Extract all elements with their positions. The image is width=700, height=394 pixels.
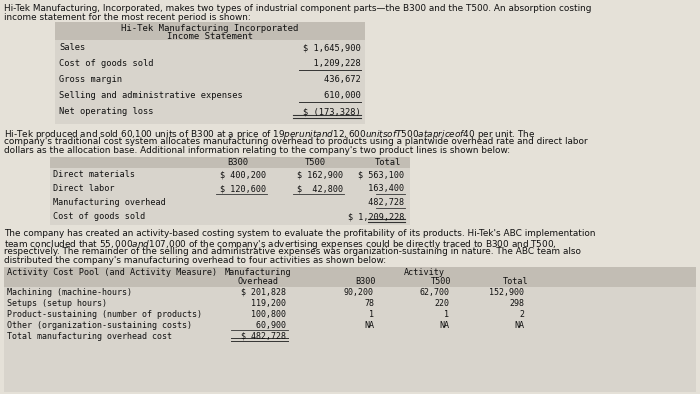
- Text: Selling and administrative expenses: Selling and administrative expenses: [59, 91, 243, 100]
- Text: Activity Cost Pool (and Activity Measure): Activity Cost Pool (and Activity Measure…: [7, 268, 217, 277]
- Text: Total: Total: [375, 158, 401, 167]
- Text: Manufacturing: Manufacturing: [225, 268, 291, 277]
- Text: $ 1,645,900: $ 1,645,900: [303, 43, 361, 52]
- Text: dollars as the allocation base. Additional information relating to the company's: dollars as the allocation base. Addition…: [4, 146, 510, 155]
- Text: Activity: Activity: [403, 268, 444, 277]
- Text: 90,200: 90,200: [344, 288, 374, 297]
- Text: Overhead: Overhead: [237, 277, 279, 286]
- Text: Hi-Tek Manufacturing Incorporated: Hi-Tek Manufacturing Incorporated: [121, 24, 299, 33]
- Text: Product-sustaining (number of products): Product-sustaining (number of products): [7, 310, 202, 319]
- Text: 119,200: 119,200: [241, 299, 286, 308]
- Text: $ 482,728: $ 482,728: [241, 332, 286, 341]
- Bar: [4, 267, 696, 392]
- Text: 60,900: 60,900: [241, 321, 286, 330]
- Text: Direct labor: Direct labor: [53, 184, 115, 193]
- Text: 436,672: 436,672: [303, 75, 361, 84]
- Text: Cost of goods sold: Cost of goods sold: [59, 59, 153, 68]
- Text: 610,000: 610,000: [303, 91, 361, 100]
- Text: B300: B300: [228, 158, 248, 167]
- Text: Hi-Tek Manufacturing, Incorporated, makes two types of industrial component part: Hi-Tek Manufacturing, Incorporated, make…: [4, 4, 592, 13]
- Text: team concluded that $55,000 and $107,000 of the company's advertising expenses c: team concluded that $55,000 and $107,000…: [4, 238, 557, 251]
- Text: distributed the company's manufacturing overhead to four activities as shown bel: distributed the company's manufacturing …: [4, 256, 386, 265]
- Text: $ 1,209,228: $ 1,209,228: [348, 212, 404, 221]
- Text: Gross margin: Gross margin: [59, 75, 122, 84]
- Text: 1,209,228: 1,209,228: [303, 59, 361, 68]
- Text: 220: 220: [434, 299, 449, 308]
- Text: $ 120,600: $ 120,600: [220, 184, 266, 193]
- Text: T500: T500: [304, 158, 326, 167]
- Text: respectively. The remainder of the selling and administrative expenses was organ: respectively. The remainder of the selli…: [4, 247, 581, 256]
- Text: Hi-Tek produced and sold 60,100 units of B300 at a price of $19 per unit and 12,: Hi-Tek produced and sold 60,100 units of…: [4, 128, 536, 141]
- Bar: [50, 157, 410, 225]
- Text: $  42,800: $ 42,800: [297, 184, 343, 193]
- Text: 62,700: 62,700: [419, 288, 449, 297]
- Text: 298: 298: [509, 299, 524, 308]
- Text: T500: T500: [430, 277, 452, 286]
- Text: Other (organization-sustaining costs): Other (organization-sustaining costs): [7, 321, 192, 330]
- Text: 100,800: 100,800: [241, 310, 286, 319]
- Text: $ 563,100: $ 563,100: [358, 170, 404, 179]
- Text: $ 162,900: $ 162,900: [297, 170, 343, 179]
- Text: B300: B300: [356, 277, 377, 286]
- Text: NA: NA: [514, 321, 524, 330]
- Text: 1: 1: [444, 310, 449, 319]
- Text: Net operating loss: Net operating loss: [59, 107, 153, 116]
- Text: $ 201,828: $ 201,828: [241, 288, 286, 297]
- Text: Machining (machine-hours): Machining (machine-hours): [7, 288, 132, 297]
- Text: Cost of goods sold: Cost of goods sold: [53, 212, 146, 221]
- Text: 482,728: 482,728: [358, 198, 404, 207]
- Text: income statement for the most recent period is shown:: income statement for the most recent per…: [4, 13, 251, 22]
- Text: Total: Total: [503, 277, 528, 286]
- Text: The company has created an activity-based costing system to evaluate the profita: The company has created an activity-base…: [4, 229, 596, 238]
- Text: Direct materials: Direct materials: [53, 170, 135, 179]
- Text: $ 400,200: $ 400,200: [220, 170, 266, 179]
- Bar: [50, 157, 410, 168]
- Text: Manufacturing overhead: Manufacturing overhead: [53, 198, 166, 207]
- Text: NA: NA: [364, 321, 374, 330]
- Text: Sales: Sales: [59, 43, 85, 52]
- Bar: [4, 267, 696, 287]
- Text: Total manufacturing overhead cost: Total manufacturing overhead cost: [7, 332, 172, 341]
- Text: Setups (setup hours): Setups (setup hours): [7, 299, 107, 308]
- Text: 152,900: 152,900: [489, 288, 524, 297]
- Text: 78: 78: [364, 299, 374, 308]
- Text: 2: 2: [519, 310, 524, 319]
- Bar: [55, 22, 365, 124]
- Text: NA: NA: [439, 321, 449, 330]
- Text: 1: 1: [369, 310, 374, 319]
- Bar: [55, 22, 365, 40]
- Text: 163,400: 163,400: [358, 184, 404, 193]
- Text: Income Statement: Income Statement: [167, 32, 253, 41]
- Text: $ (173,328): $ (173,328): [303, 107, 361, 116]
- Text: company's traditional cost system allocates manufacturing overhead to products u: company's traditional cost system alloca…: [4, 137, 587, 146]
